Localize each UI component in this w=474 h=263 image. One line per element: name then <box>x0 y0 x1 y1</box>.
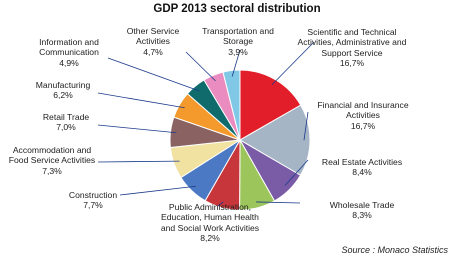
category-label: Wholesale Trade <box>329 200 395 210</box>
leader-line <box>217 201 224 207</box>
category-label: Public Administration, Education, Human … <box>160 202 260 233</box>
pie-slice <box>239 104 311 176</box>
leader-line <box>284 159 309 186</box>
leader-line <box>97 92 185 109</box>
slice-label: Wholesale Trade 8,3% <box>318 200 406 221</box>
value-label: 16,7% <box>339 57 365 68</box>
category-label: Manufacturing <box>35 80 91 90</box>
slice-label: Public Administration, Education, Human … <box>160 202 260 243</box>
pie-slice <box>239 69 302 141</box>
value-label: 8,3% <box>352 210 372 221</box>
category-label: Retail Trade <box>42 112 90 122</box>
leader-line <box>97 124 177 134</box>
leader-line <box>119 185 196 196</box>
slice-label: Real Estate Activities 8,4% <box>312 157 412 178</box>
value-label: 4,9% <box>59 57 79 68</box>
source-note: Source : Monaco Statistics <box>341 245 448 255</box>
category-label: Other Service Activities <box>126 26 180 47</box>
leader-line <box>97 160 180 163</box>
slice-label: Manufacturing 6,2% <box>28 80 98 101</box>
value-label: 7,7% <box>83 200 103 211</box>
value-label: 8,2% <box>200 232 220 243</box>
category-label: Real Estate Activities <box>321 157 403 167</box>
leader-line <box>256 201 301 204</box>
slice-label: Financial and Insurance Activities 16,7% <box>308 100 418 131</box>
slice-label: Retail Trade 7,0% <box>32 112 100 133</box>
slice-label: Information and Communication 4,9% <box>28 37 110 68</box>
pie-slice <box>222 69 241 141</box>
value-label: 3,9% <box>228 46 248 57</box>
leader-line <box>185 51 216 82</box>
category-label: Information and Communication <box>39 37 99 58</box>
leader-line <box>231 49 241 77</box>
slice-label: Other Service Activities 4,7% <box>118 26 188 57</box>
leader-line <box>107 57 200 92</box>
leader-line <box>303 111 309 141</box>
category-label: Construction <box>68 190 118 200</box>
value-label: 7,3% <box>42 165 62 176</box>
value-label: 16,7% <box>350 120 376 131</box>
slice-label: Accommodation and Food Service Activitie… <box>2 145 102 176</box>
category-label: Scientific and Technical Activities, Adm… <box>297 27 407 58</box>
value-label: 7,0% <box>56 122 76 133</box>
chart-title: GDP 2013 sectoral distribution <box>153 3 321 15</box>
slice-label: Construction 7,7% <box>62 190 124 211</box>
category-label: Transportation and Storage <box>202 26 274 47</box>
category-label: Financial and Insurance Activities <box>317 100 409 121</box>
slice-label: Scientific and Technical Activities, Adm… <box>296 27 408 68</box>
value-label: 4,7% <box>143 46 163 57</box>
category-label: Accommodation and Food Service Activitie… <box>8 145 96 166</box>
slice-label: Transportation and Storage 3,9% <box>196 26 280 57</box>
value-label: 8,4% <box>352 167 372 178</box>
leader-line <box>271 41 315 85</box>
value-label: 6,2% <box>53 90 73 101</box>
